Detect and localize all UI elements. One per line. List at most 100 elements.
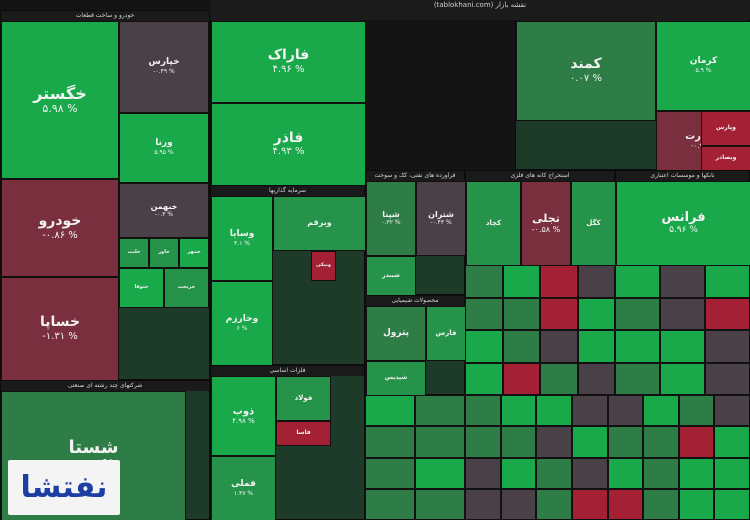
- stock-tile[interactable]: ذوب ۴.۹۸ %: [211, 376, 276, 456]
- minor-stock-tile[interactable]: [465, 297, 503, 330]
- stock-tile[interactable]: وخارزم ۶ %: [211, 281, 273, 366]
- minor-stock-tile[interactable]: [465, 265, 503, 298]
- minor-stock-tile[interactable]: [714, 488, 750, 520]
- minor-stock-tile[interactable]: [415, 457, 465, 489]
- minor-stock-tile[interactable]: [660, 297, 705, 330]
- minor-stock-tile[interactable]: [607, 426, 644, 458]
- stock-tile[interactable]: خریخت: [164, 268, 209, 308]
- minor-stock-tile[interactable]: [415, 426, 465, 458]
- minor-stock-tile[interactable]: [465, 488, 501, 520]
- minor-stock-tile[interactable]: [465, 362, 503, 395]
- minor-stock-tile[interactable]: [615, 265, 660, 298]
- stock-tile[interactable]: فاسا: [276, 421, 331, 446]
- stock-tile[interactable]: وبرقم: [273, 196, 366, 251]
- minor-stock-tile[interactable]: [365, 457, 415, 489]
- minor-stock-tile[interactable]: [714, 426, 750, 458]
- stock-tile[interactable]: فولاد: [276, 376, 331, 421]
- minor-stock-tile[interactable]: [536, 395, 572, 427]
- stock-tile[interactable]: خگستر ۵.۹۸ %: [1, 21, 119, 179]
- minor-stock-tile[interactable]: [577, 265, 615, 298]
- stock-tile[interactable]: شبندر: [366, 256, 416, 296]
- minor-stock-tile[interactable]: [540, 297, 578, 330]
- minor-stock-tile[interactable]: [571, 395, 608, 427]
- minor-stock-tile[interactable]: [540, 265, 578, 298]
- stock-tile[interactable]: خاور: [149, 238, 179, 268]
- minor-stock-tile[interactable]: [536, 457, 572, 489]
- stock-tile[interactable]: شپنا ۰.۳۲ %: [366, 181, 416, 256]
- minor-stock-tile[interactable]: [615, 330, 660, 363]
- minor-stock-tile[interactable]: [643, 395, 679, 427]
- stock-tile[interactable]: خساپا -۱.۳۱ %: [1, 277, 119, 381]
- minor-stock-tile[interactable]: [502, 265, 540, 298]
- stock-tile[interactable]: خلنت: [119, 238, 149, 268]
- minor-stock-tile[interactable]: [678, 457, 715, 489]
- minor-stock-tile[interactable]: [536, 426, 572, 458]
- minor-stock-tile[interactable]: [540, 362, 578, 395]
- minor-stock-tile[interactable]: [705, 330, 750, 363]
- minor-stock-tile[interactable]: [643, 426, 679, 458]
- minor-stock-tile[interactable]: [536, 488, 572, 520]
- minor-stock-tile[interactable]: [643, 457, 679, 489]
- stock-tile[interactable]: خمهر: [179, 238, 209, 268]
- minor-stock-tile[interactable]: [502, 297, 540, 330]
- minor-stock-tile[interactable]: [643, 488, 679, 520]
- minor-stock-tile[interactable]: [615, 362, 660, 395]
- minor-stock-tile[interactable]: [705, 362, 750, 395]
- minor-stock-tile[interactable]: [705, 297, 750, 330]
- stock-tile[interactable]: کرمان ۵.۹ %: [656, 21, 750, 111]
- minor-stock-tile[interactable]: [465, 426, 501, 458]
- minor-stock-tile[interactable]: [571, 488, 608, 520]
- minor-stock-tile[interactable]: [465, 395, 501, 427]
- stock-tile[interactable]: فملی ۱.۴۷ %: [211, 456, 276, 520]
- stock-tile[interactable]: کچاد: [466, 181, 521, 266]
- minor-stock-tile[interactable]: [714, 395, 750, 427]
- stock-tile[interactable]: خبهمن -۰.۳ %: [119, 183, 209, 238]
- stock-tile[interactable]: شپدیس: [366, 361, 426, 396]
- minor-stock-tile[interactable]: [571, 426, 608, 458]
- minor-stock-tile[interactable]: [500, 426, 537, 458]
- minor-stock-tile[interactable]: [714, 457, 750, 489]
- minor-stock-tile[interactable]: [465, 457, 501, 489]
- minor-stock-tile[interactable]: [540, 330, 578, 363]
- stock-tile[interactable]: شتران -۰.۴۳ %: [416, 181, 466, 256]
- stock-tile[interactable]: کگل: [571, 181, 616, 266]
- minor-stock-tile[interactable]: [607, 488, 644, 520]
- stock-tile[interactable]: ورنا ۵.۹۵ %: [119, 113, 209, 183]
- minor-stock-tile[interactable]: [502, 330, 540, 363]
- minor-stock-tile[interactable]: [705, 265, 750, 298]
- stock-tile[interactable]: فرانس ۵.۹۶ %: [616, 181, 750, 266]
- stock-tile[interactable]: فاذر ۴.۹۳ %: [211, 103, 366, 186]
- minor-stock-tile[interactable]: [660, 265, 705, 298]
- minor-stock-tile[interactable]: [415, 395, 465, 427]
- minor-stock-tile[interactable]: [415, 488, 465, 520]
- minor-stock-tile[interactable]: [465, 330, 503, 363]
- stock-tile[interactable]: کمند ۰.۰۷ %: [516, 21, 656, 121]
- minor-stock-tile[interactable]: [607, 395, 644, 427]
- minor-stock-tile[interactable]: [502, 362, 540, 395]
- minor-stock-tile[interactable]: [615, 297, 660, 330]
- stock-tile[interactable]: وبصادر: [701, 146, 750, 171]
- stock-tile[interactable]: فارس: [426, 306, 466, 361]
- stock-tile[interactable]: فاراک ۴.۹۶ %: [211, 21, 366, 103]
- minor-stock-tile[interactable]: [365, 426, 415, 458]
- minor-stock-tile[interactable]: [607, 457, 644, 489]
- minor-stock-tile[interactable]: [365, 488, 415, 520]
- stock-tile[interactable]: خپارس -۰.۴۹ %: [119, 21, 209, 113]
- minor-stock-tile[interactable]: [660, 362, 705, 395]
- minor-stock-tile[interactable]: [365, 395, 415, 427]
- minor-stock-tile[interactable]: [577, 362, 615, 395]
- minor-stock-tile[interactable]: [678, 395, 715, 427]
- minor-stock-tile[interactable]: [660, 330, 705, 363]
- stock-tile[interactable]: ونیکی: [311, 251, 336, 281]
- minor-stock-tile[interactable]: [571, 457, 608, 489]
- stock-tile[interactable]: تجلی -۰.۵۸ %: [521, 181, 571, 266]
- stock-tile[interactable]: ختوقا: [119, 268, 164, 308]
- minor-stock-tile[interactable]: [678, 426, 715, 458]
- stock-tile[interactable]: خودرو -۰.۸۶ %: [1, 179, 119, 277]
- minor-stock-tile[interactable]: [500, 457, 537, 489]
- minor-stock-tile[interactable]: [577, 297, 615, 330]
- stock-tile[interactable]: وپارس: [701, 111, 750, 146]
- minor-stock-tile[interactable]: [678, 488, 715, 520]
- stock-tile[interactable]: پترول: [366, 306, 426, 361]
- minor-stock-tile[interactable]: [500, 395, 537, 427]
